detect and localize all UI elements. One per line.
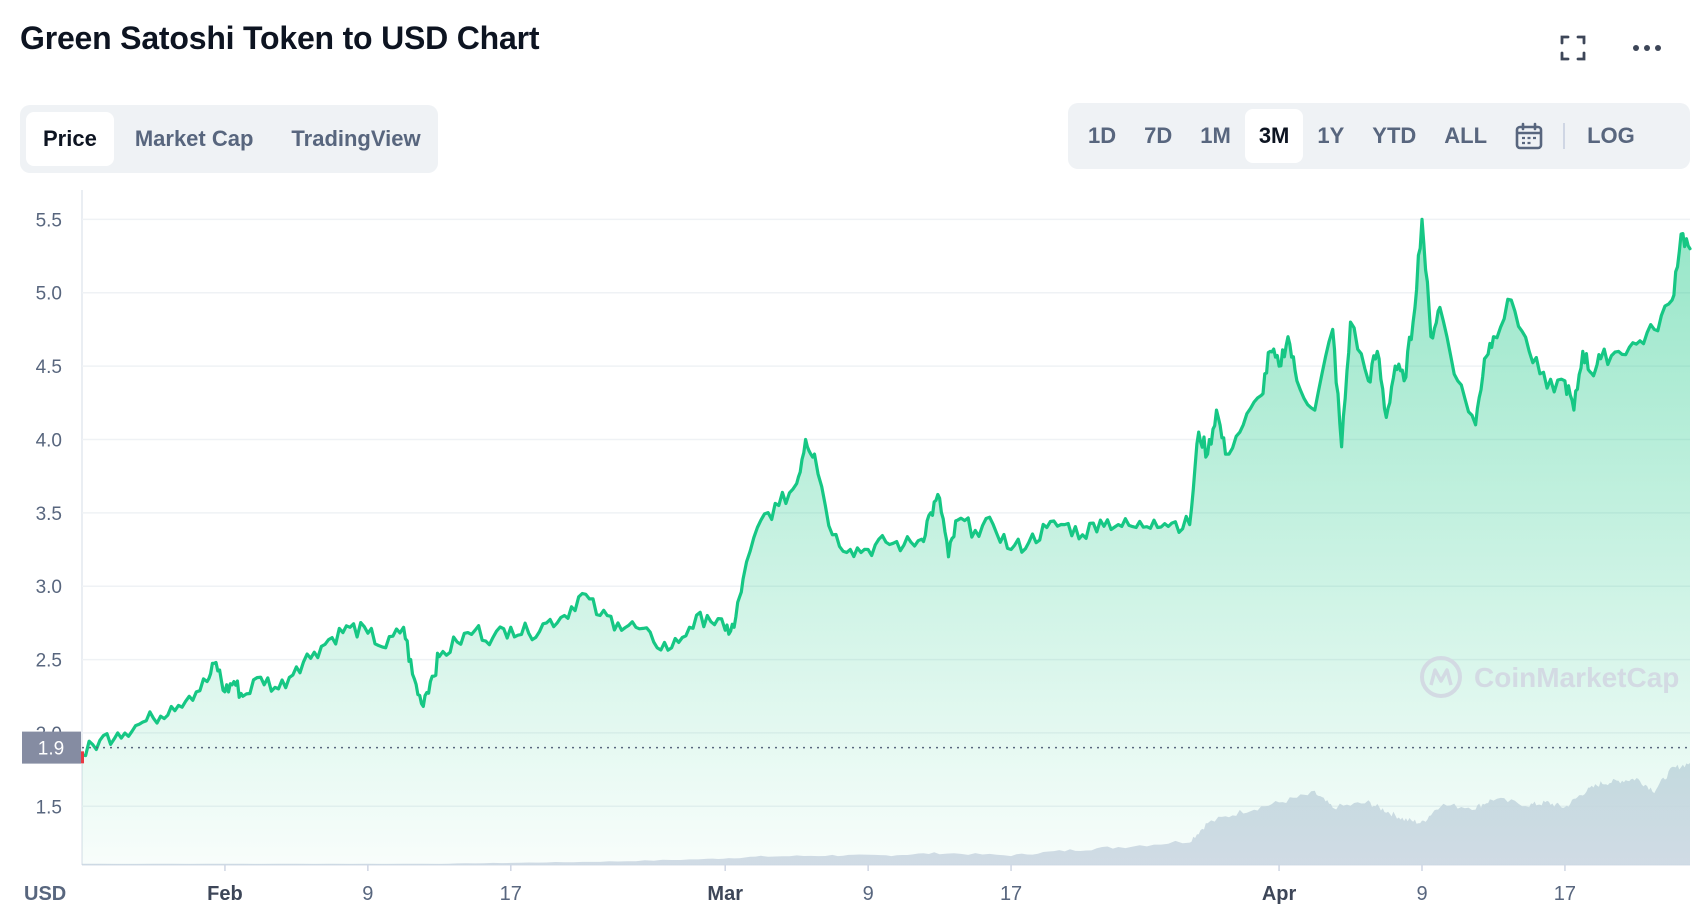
- y-tick-label: 3.5: [36, 504, 62, 525]
- watermark-text: CoinMarketCap: [1474, 662, 1679, 693]
- x-tick-label: 17: [1554, 883, 1576, 905]
- page-title: Green Satoshi Token to USD Chart: [20, 20, 540, 56]
- log-scale-toggle[interactable]: LOG: [1587, 123, 1635, 148]
- x-axis-ticks: Feb 9 17 Mar 9 17 Apr 9 17: [207, 865, 1576, 905]
- current-price-badge: 1.9: [22, 731, 81, 764]
- x-tick-label: 17: [1000, 883, 1022, 905]
- more-horizontal-icon[interactable]: [1629, 30, 1665, 66]
- calendar-icon[interactable]: [1501, 109, 1557, 163]
- price-area: [82, 219, 1690, 866]
- x-tick-label: 9: [362, 883, 373, 905]
- range-ytd[interactable]: YTD: [1372, 123, 1417, 148]
- y-tick-label: 3.0: [36, 577, 62, 598]
- tab-market-cap[interactable]: Market Cap: [134, 126, 254, 151]
- coinmarketcap-logo-icon: [1420, 656, 1462, 698]
- x-tick-label: 17: [500, 883, 522, 905]
- x-tick-label: Apr: [1262, 883, 1297, 905]
- price-badge-label: 1.9: [38, 739, 64, 760]
- coinmarketcap-watermark: CoinMarketCap: [1420, 656, 1679, 698]
- y-tick-label: 2.5: [36, 651, 62, 672]
- y-tick-label: 4.5: [36, 357, 62, 378]
- x-tick-label: Feb: [207, 883, 243, 905]
- range-1d[interactable]: 1D: [1088, 123, 1117, 148]
- x-tick-label: 9: [1416, 883, 1427, 905]
- tab-tradingview[interactable]: TradingView: [291, 126, 421, 151]
- range-7d[interactable]: 7D: [1144, 123, 1173, 148]
- x-tick-label: Mar: [707, 883, 743, 905]
- x-tick-label: 9: [863, 883, 874, 905]
- y-axis-ticks: 1.52.02.53.03.54.04.55.05.5: [36, 210, 62, 818]
- chart-type-tabs: Price Market Cap TradingView: [20, 105, 438, 173]
- range-separator: [1563, 123, 1566, 149]
- range-3m[interactable]: 3M: [1244, 109, 1304, 163]
- tab-price[interactable]: Price: [26, 112, 114, 166]
- y-tick-label: 5.0: [36, 284, 62, 305]
- y-tick-label: 5.5: [36, 210, 62, 231]
- range-1y[interactable]: 1Y: [1317, 123, 1345, 148]
- time-range-selector: 1D 7D 1M 3M 1Y YTD ALL LOG: [1068, 103, 1690, 169]
- y-tick-label: 4.0: [36, 430, 62, 451]
- price-area-fill: [82, 219, 1690, 866]
- currency-label: USD: [24, 883, 66, 905]
- y-tick-label: 1.5: [36, 797, 62, 818]
- price-series-line: [80, 217, 1692, 758]
- range-all[interactable]: ALL: [1444, 123, 1488, 148]
- fullscreen-icon[interactable]: [1555, 30, 1591, 66]
- range-1m[interactable]: 1M: [1200, 123, 1231, 148]
- top-icons: [1555, 30, 1665, 66]
- price-badge-bg: [22, 731, 81, 764]
- price-line: [80, 217, 1692, 764]
